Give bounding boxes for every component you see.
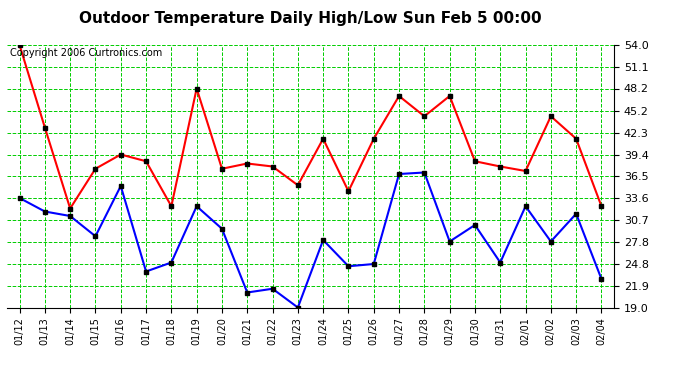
Text: Copyright 2006 Curtronics.com: Copyright 2006 Curtronics.com	[10, 48, 162, 58]
Text: Outdoor Temperature Daily High/Low Sun Feb 5 00:00: Outdoor Temperature Daily High/Low Sun F…	[79, 11, 542, 26]
